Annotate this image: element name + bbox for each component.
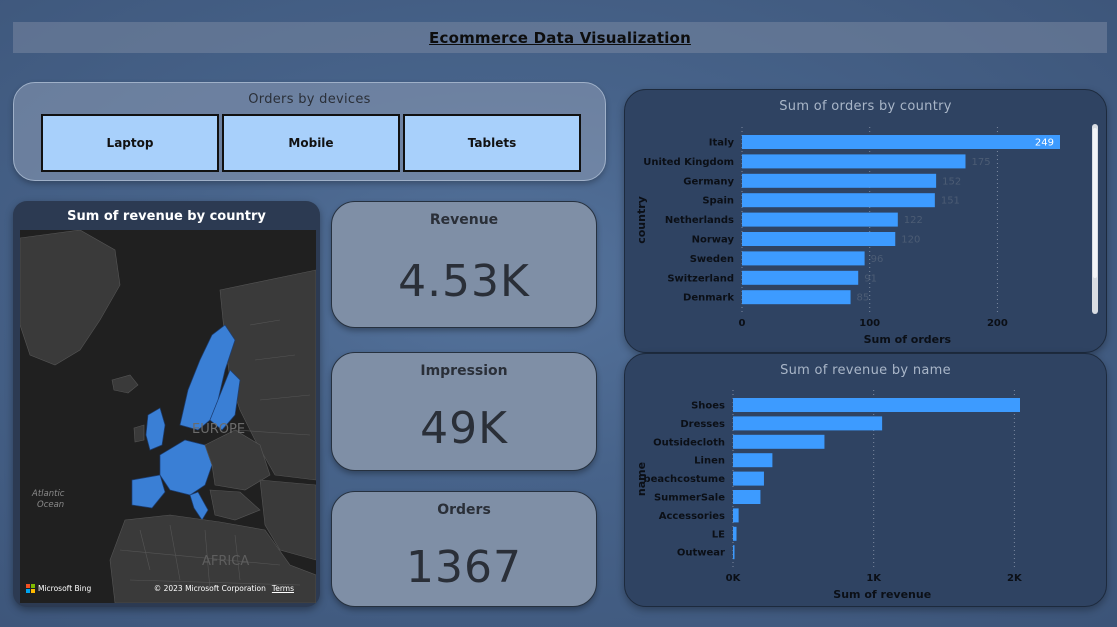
- orders-by-country-chart[interactable]: 0 100 200 Italy 249 United Kingdom 175 Germany 1…: [625, 90, 1107, 353]
- bing-provider: Microsoft Bing: [38, 584, 92, 593]
- kpi-label-impression: Impression: [420, 363, 508, 379]
- bar[interactable]: [733, 416, 883, 431]
- revenue-map[interactable]: EUROPE AFRICA Atlantic Ocean Microsoft B…: [20, 230, 316, 603]
- bar-data-label: 96: [871, 254, 884, 265]
- bar-data-label: 85: [857, 293, 870, 304]
- bar[interactable]: [742, 135, 1060, 149]
- y-category-label: Accessories: [659, 511, 725, 522]
- bar[interactable]: [742, 173, 937, 188]
- y-category-label: Outsidecloth: [653, 437, 725, 448]
- x-axis-title: Sum of revenue: [833, 588, 931, 601]
- bar-data-label: 175: [971, 157, 990, 168]
- y-category-label: Germany: [683, 176, 734, 187]
- y-category-label: Denmark: [683, 293, 734, 304]
- bar-data-label: 91: [864, 273, 877, 284]
- y-category-label: SummerSale: [654, 493, 725, 504]
- bar[interactable]: [742, 251, 865, 266]
- y-category-label: Linen: [694, 456, 725, 467]
- revenue-chart-title: Sum of revenue by name: [780, 363, 951, 378]
- bar[interactable]: [733, 545, 735, 560]
- bar[interactable]: [733, 434, 825, 449]
- y-category-label: Italy: [709, 138, 735, 149]
- device-button-tablets[interactable]: Tablets: [403, 114, 581, 172]
- kpi-card-orders: Orders 1367: [331, 491, 597, 607]
- kpi-card-revenue: Revenue 4.53K: [331, 201, 597, 328]
- orders-by-country-chart-card: Sum of orders by country 0 100 200 Italy 249…: [624, 89, 1107, 353]
- bar-data-label: 122: [904, 215, 923, 226]
- y-category-label: Norway: [692, 235, 735, 246]
- revenue-by-name-chart[interactable]: 0K 1K 2K Shoes Dresses Outsidecloth Linen beach…: [625, 354, 1107, 607]
- bar-data-label: 151: [941, 196, 960, 207]
- map-copyright: © 2023 Microsoft Corporation Terms: [154, 584, 294, 593]
- x-tick-label: 2K: [1007, 573, 1023, 584]
- bar[interactable]: [733, 453, 773, 468]
- y-category-label: Dresses: [680, 419, 725, 430]
- bar-data-label: 152: [942, 176, 961, 187]
- x-tick-label: 200: [987, 318, 1008, 329]
- y-axis-title: country: [635, 196, 648, 244]
- bar[interactable]: [742, 270, 859, 285]
- bar[interactable]: [742, 154, 966, 169]
- y-category-label: Switzerland: [667, 273, 734, 284]
- kpi-label-orders: Orders: [437, 502, 491, 518]
- bing-logo-icon: [26, 584, 35, 593]
- bar[interactable]: [742, 290, 851, 305]
- bar[interactable]: [733, 490, 761, 504]
- y-category-label: Outwear: [677, 548, 725, 559]
- map-copyright-text: © 2023 Microsoft Corporation: [153, 584, 266, 593]
- revenue-map-card: Sum of revenue by country: [13, 201, 320, 607]
- y-category-label: Netherlands: [665, 215, 734, 226]
- revenue-by-name-chart-card: Sum of revenue by name 0K 1K 2K Shoes Dresse…: [624, 353, 1107, 607]
- devices-slicer-title: Orders by devices: [248, 92, 371, 107]
- y-category-label: beachcostume: [643, 474, 725, 485]
- bar[interactable]: [733, 471, 764, 486]
- page-title: Ecommerce Data Visualization: [429, 28, 691, 47]
- bing-attribution: Microsoft Bing: [26, 584, 91, 593]
- device-button-mobile[interactable]: Mobile: [222, 114, 400, 172]
- device-button-laptop[interactable]: Laptop: [41, 114, 219, 172]
- y-category-label: Sweden: [690, 254, 734, 265]
- map-drawing: EUROPE AFRICA Atlantic Ocean: [20, 230, 316, 603]
- kpi-value-impression: 49K: [420, 403, 508, 454]
- kpi-label-revenue: Revenue: [429, 212, 499, 228]
- dashboard-title-bar: Ecommerce Data Visualization: [13, 22, 1107, 53]
- kpi-value-revenue: 4.53K: [398, 256, 530, 307]
- y-axis-title: name: [635, 462, 648, 496]
- bar[interactable]: [733, 526, 737, 541]
- y-category-label: LE: [712, 529, 725, 540]
- map-label-atlantic: Atlantic: [31, 489, 65, 499]
- y-category-label: Shoes: [691, 401, 725, 412]
- map-label-africa: AFRICA: [202, 554, 249, 569]
- bar-data-label: 120: [901, 235, 920, 246]
- x-tick-label: 1K: [866, 573, 882, 584]
- bar[interactable]: [733, 508, 739, 523]
- x-tick-label: 100: [859, 318, 880, 329]
- map-label-europe: EUROPE: [192, 422, 245, 437]
- y-category-label: Spain: [702, 196, 734, 207]
- map-label-ocean: Ocean: [37, 500, 64, 510]
- kpi-value-orders: 1367: [406, 542, 522, 593]
- x-tick-label: 0K: [726, 573, 742, 584]
- orders-chart-title: Sum of orders by country: [779, 99, 952, 114]
- bar[interactable]: [733, 398, 1020, 412]
- devices-slicer-card: Orders by devices Laptop Mobile Tablets: [13, 82, 606, 181]
- y-category-label: United Kingdom: [643, 157, 734, 168]
- bar[interactable]: [742, 212, 898, 227]
- x-tick-label: 0: [739, 318, 746, 329]
- bar-data-label: 249: [1035, 138, 1054, 149]
- kpi-card-impression: Impression 49K: [331, 352, 597, 471]
- bar[interactable]: [742, 232, 896, 246]
- x-axis-title: Sum of orders: [864, 333, 952, 346]
- map-title: Sum of revenue by country: [67, 209, 266, 224]
- orders-chart-scrollbar-thumb[interactable]: [1093, 128, 1097, 278]
- map-terms-link[interactable]: Terms: [271, 584, 294, 593]
- bar[interactable]: [742, 193, 935, 208]
